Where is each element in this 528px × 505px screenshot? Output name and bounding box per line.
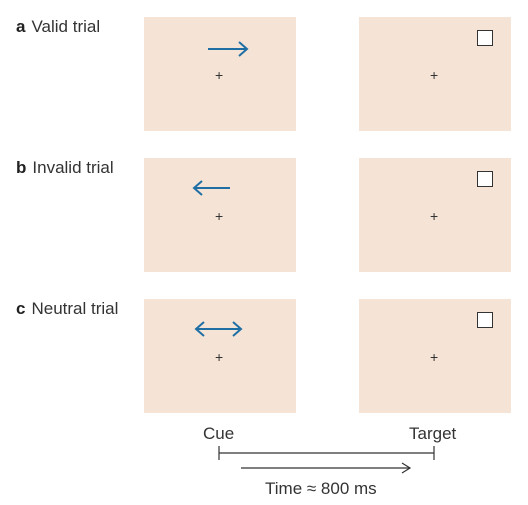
cue-label: Cue: [203, 424, 235, 443]
square-icon: [477, 30, 493, 46]
fixation-cross: +: [215, 208, 224, 224]
target-panel-valid: +: [359, 17, 511, 131]
left-arrow-icon: [192, 180, 230, 196]
cue-panel-neutral: +: [144, 299, 296, 413]
square-icon: [477, 171, 493, 187]
row-a-letter: a: [16, 17, 26, 36]
cue-panel-invalid: +: [144, 158, 296, 272]
row-b-label: b Invalid trial: [16, 158, 114, 178]
row-b-title: Invalid trial: [32, 158, 114, 177]
row-b-letter: b: [16, 158, 27, 177]
square-icon: [477, 312, 493, 328]
double-arrow-icon: [194, 321, 243, 337]
time-arrow-icon: [241, 462, 412, 474]
target-panel-neutral: +: [359, 299, 511, 413]
row-c-label: c Neutral trial: [16, 299, 118, 319]
row-a-title: Valid trial: [31, 17, 101, 36]
fixation-cross: +: [430, 349, 439, 365]
fixation-cross: +: [215, 67, 224, 83]
time-label: Time ≈ 800 ms: [265, 479, 377, 498]
fixation-cross: +: [430, 208, 439, 224]
right-arrow-icon: [208, 41, 249, 57]
interval-bracket: [218, 446, 435, 460]
target-panel-invalid: +: [359, 158, 511, 272]
row-a-label: a Valid trial: [16, 17, 100, 37]
row-c-title: Neutral trial: [31, 299, 119, 318]
fixation-cross: +: [215, 349, 224, 365]
fixation-cross: +: [430, 67, 439, 83]
row-c-letter: c: [16, 299, 26, 318]
cue-panel-valid: +: [144, 17, 296, 131]
target-label: Target: [409, 424, 457, 443]
